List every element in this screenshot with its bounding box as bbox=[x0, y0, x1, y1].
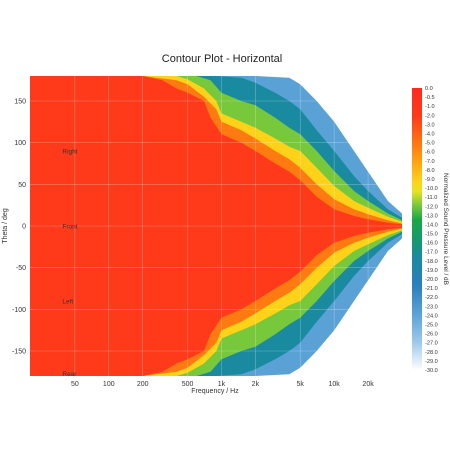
colorbar-tick-label: -29.0 bbox=[425, 359, 438, 365]
colorbar-tick-label: -12.0 bbox=[425, 204, 438, 210]
annotation-label: Right bbox=[62, 149, 77, 156]
colorbar-tick-label: -25.0 bbox=[425, 323, 438, 329]
colorbar-tick-label: -16.0 bbox=[425, 241, 438, 247]
region-annotations: Right Front Left Rear bbox=[62, 149, 77, 379]
y-axis: 150 100 50 0 -50 -100 -150 bbox=[12, 99, 26, 356]
colorbar-tick-label: -21.0 bbox=[425, 286, 438, 292]
x-tick-label: 50 bbox=[71, 381, 79, 388]
y-tick-label: 50 bbox=[18, 182, 26, 189]
colorbar-tick-label: 0.0 bbox=[425, 86, 433, 92]
y-tick-label: 150 bbox=[14, 99, 26, 106]
y-tick-label: -50 bbox=[16, 265, 26, 272]
colorbar-tick-label: -5.0 bbox=[425, 141, 435, 147]
x-tick-label: 100 bbox=[103, 381, 115, 388]
colorbar-tick-label: -14.0 bbox=[425, 222, 438, 228]
y-tick-label: 100 bbox=[14, 140, 26, 147]
x-axis: 50 100 200 500 1k 2k 5k 10k 20k bbox=[71, 381, 374, 388]
colorbar-tick-label: -23.0 bbox=[425, 304, 438, 310]
plot-area bbox=[30, 76, 402, 376]
x-tick-label: 5k bbox=[297, 381, 305, 388]
y-axis-label: Theta / deg bbox=[2, 208, 9, 244]
annotation-label: Left bbox=[62, 299, 73, 306]
colorbar-tick-label: -0.5 bbox=[425, 95, 435, 101]
colorbar-tick-label: -4.0 bbox=[425, 131, 435, 137]
colorbar-tick-label: -28.0 bbox=[425, 350, 438, 356]
colorbar-gradient bbox=[412, 88, 422, 370]
colorbar: 0.0 -0.5 -1.0 -2.0 -3.0 -4.0 -5.0 -6.0 -7.0 -8.0 -… bbox=[412, 86, 438, 374]
colorbar-tick-label: -22.0 bbox=[425, 295, 438, 301]
x-tick-label: 2k bbox=[252, 381, 260, 388]
y-tick-label: 0 bbox=[22, 224, 26, 231]
colorbar-tick-label: -9.0 bbox=[425, 177, 435, 183]
x-axis-label: Frequency / Hz bbox=[191, 388, 239, 395]
colorbar-tick-label: -3.0 bbox=[425, 122, 435, 128]
y-tick-label: -150 bbox=[12, 349, 26, 356]
colorbar-tick-label: -8.0 bbox=[425, 168, 435, 174]
x-tick-label: 200 bbox=[137, 381, 149, 388]
colorbar-tick-label: -6.0 bbox=[425, 150, 435, 156]
colorbar-tick-label: -18.0 bbox=[425, 259, 438, 265]
colorbar-tick-label: -20.0 bbox=[425, 277, 438, 283]
colorbar-tick-label: -27.0 bbox=[425, 341, 438, 347]
colorbar-tick-label: -7.0 bbox=[425, 159, 435, 165]
colorbar-tick-label: -1.0 bbox=[425, 104, 435, 110]
x-tick-label: 500 bbox=[182, 381, 194, 388]
colorbar-tick-label: -2.0 bbox=[425, 113, 435, 119]
colorbar-tick-label: -15.0 bbox=[425, 232, 438, 238]
x-tick-label: 1k bbox=[218, 381, 226, 388]
x-tick-label: 20k bbox=[362, 381, 374, 388]
colorbar-tick-label: -11.0 bbox=[425, 195, 437, 201]
chart-title: Contour Plot - Horizontal bbox=[162, 53, 282, 65]
colorbar-tick-label: -19.0 bbox=[425, 268, 438, 274]
colorbar-tick-label: -17.0 bbox=[425, 250, 438, 256]
colorbar-tick-label: -24.0 bbox=[425, 313, 438, 319]
annotation-label: Rear bbox=[62, 371, 77, 378]
colorbar-tick-label: -30.0 bbox=[425, 368, 438, 374]
x-tick-label: 10k bbox=[329, 381, 341, 388]
contour-band bbox=[30, 76, 402, 376]
annotation-label: Front bbox=[62, 224, 77, 231]
colorbar-tick-label: -13.0 bbox=[425, 213, 438, 219]
colorbar-label: Normalized Sound Pressure Level / dB bbox=[442, 173, 449, 285]
colorbar-tick-label: -26.0 bbox=[425, 332, 438, 338]
y-tick-label: -100 bbox=[12, 307, 26, 314]
colorbar-tick-label: -10.0 bbox=[425, 186, 438, 192]
